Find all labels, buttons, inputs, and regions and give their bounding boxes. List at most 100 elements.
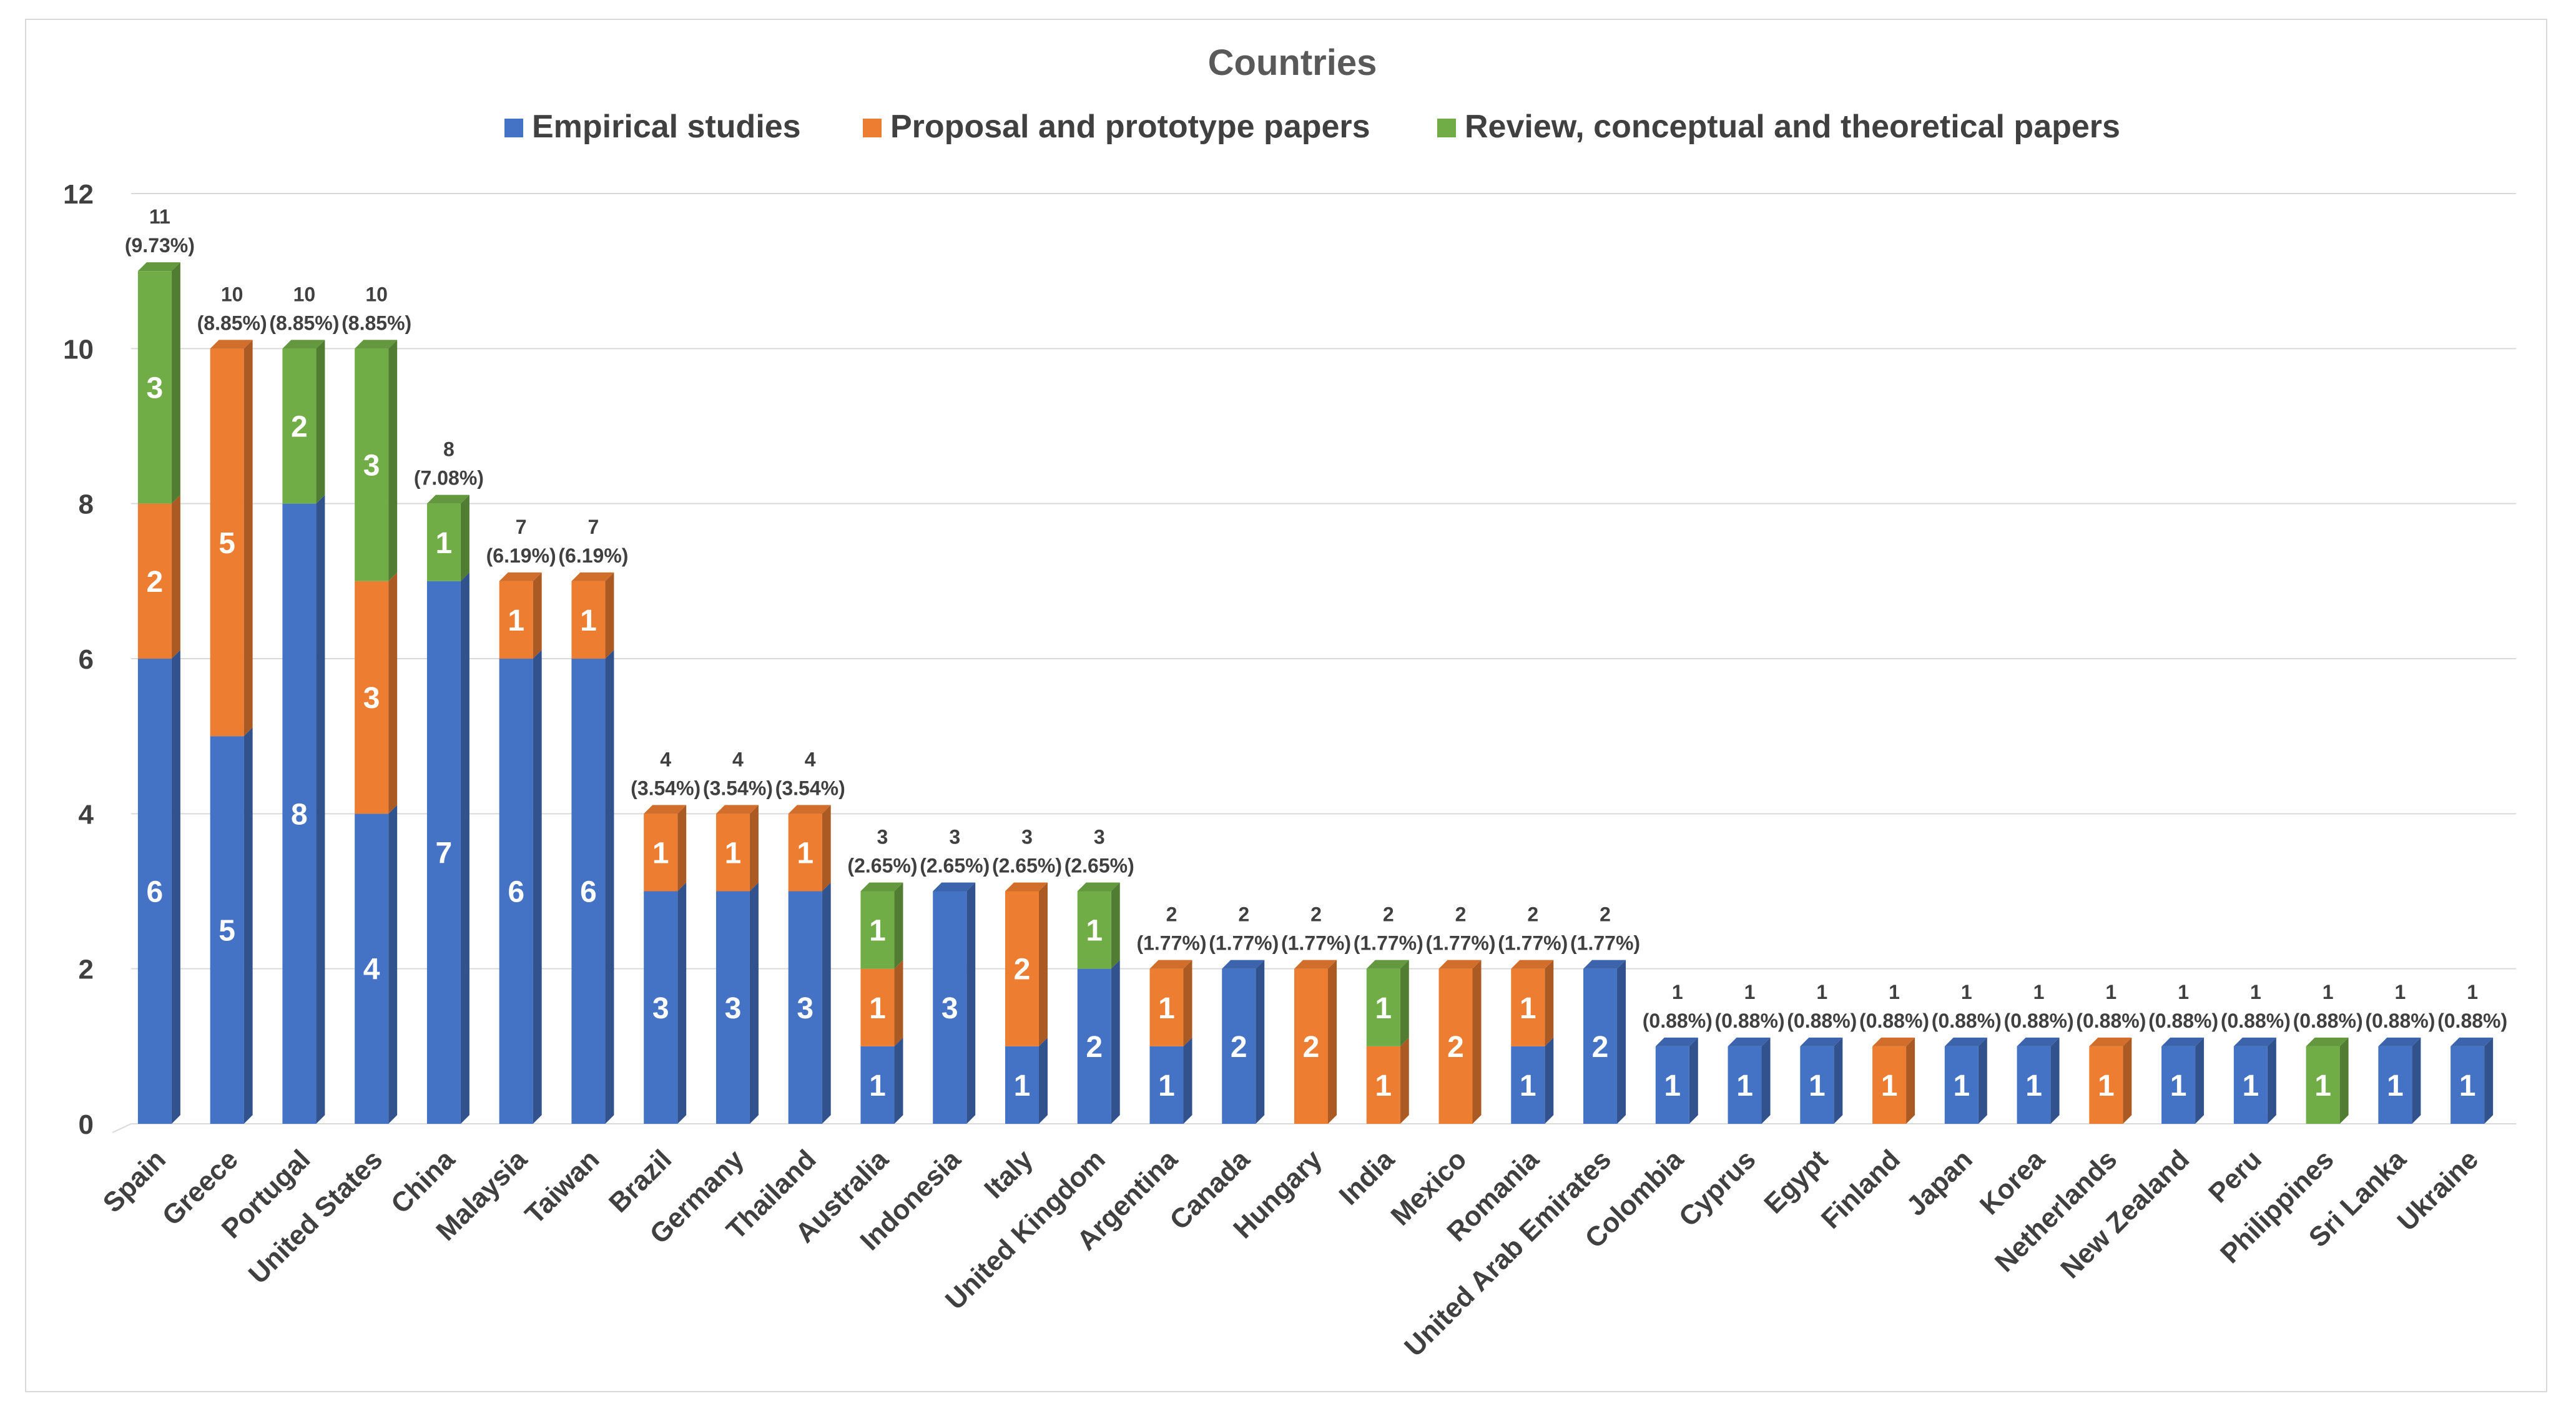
segment-value-label: 1 — [1520, 992, 1536, 1025]
total-percent-label: (2.65%) — [1064, 855, 1134, 877]
x-category-label: Taiwan — [519, 1144, 606, 1230]
total-percent-label: (2.65%) — [920, 855, 990, 877]
bar-group-mexico: 2 2 (1.77%) — [1425, 903, 1496, 1124]
y-tick-label: 2 — [79, 955, 94, 985]
bar-top-empirical — [1583, 960, 1626, 969]
x-category-label: New Zealand — [2055, 1144, 2195, 1284]
bar-group-australia: 1 1 1 3 (2.65%) — [847, 826, 917, 1124]
total-count-label: 11 — [149, 205, 170, 228]
segment-value-label: 3 — [363, 682, 380, 715]
bar-segment-empirical — [1800, 1046, 1834, 1124]
total-count-label: 10 — [365, 283, 388, 305]
segment-value-label: 5 — [219, 915, 235, 948]
bar-side-proposal — [822, 805, 831, 892]
bar-segment-empirical — [2161, 1046, 2196, 1124]
segment-value-label: 1 — [580, 604, 597, 637]
total-count-label: 3 — [949, 826, 960, 848]
segment-value-label: 2 — [1014, 953, 1031, 986]
bar-segment-empirical — [1944, 1046, 1979, 1124]
bar-segment-empirical — [137, 659, 172, 1124]
bar-group-taiwan: 6 1 7 (6.19%) — [558, 516, 628, 1124]
bar-segment-proposal — [1149, 968, 1184, 1046]
bar-segment-empirical — [1077, 968, 1111, 1124]
bar-top-review — [426, 494, 469, 504]
segment-value-label: 3 — [797, 992, 814, 1025]
bar-segment-proposal — [1005, 891, 1039, 1046]
bar-side-empirical — [1689, 1037, 1698, 1124]
bar-segment-empirical — [426, 581, 461, 1124]
bar-segment-empirical — [355, 814, 389, 1124]
bar-side-empirical — [388, 805, 398, 1124]
bar-segment-empirical — [933, 891, 967, 1124]
bar-segment-empirical — [1655, 1046, 1689, 1124]
segment-value-label: 1 — [436, 527, 453, 560]
bar-group-indonesia: 3 3 (2.65%) — [920, 826, 990, 1124]
total-count-label: 3 — [1094, 826, 1105, 848]
total-percent-label: (0.88%) — [1715, 1010, 1785, 1032]
y-tick-label: 8 — [79, 489, 94, 520]
bar-side-proposal — [1183, 960, 1192, 1046]
segment-value-label: 2 — [1303, 1031, 1320, 1064]
segment-value-label: 4 — [363, 953, 380, 986]
bar-top-empirical — [2378, 1037, 2421, 1046]
bar-segment-proposal — [2089, 1046, 2123, 1124]
total-percent-label: (0.88%) — [2148, 1010, 2218, 1032]
bar-side-proposal — [2123, 1037, 2132, 1124]
segment-value-label: 3 — [941, 992, 958, 1025]
bar-group-germany: 3 1 4 (3.54%) — [703, 748, 773, 1124]
bar-segment-proposal — [355, 581, 389, 814]
bar-top-proposal — [644, 805, 687, 814]
y-axis: 0 2 4 6 8 10 12 — [63, 179, 94, 1140]
bar-segment-empirical — [2378, 1046, 2412, 1124]
total-percent-label: (2.65%) — [847, 855, 917, 877]
bar-side-proposal — [1400, 1037, 1409, 1124]
total-percent-label: (0.88%) — [2221, 1010, 2291, 1032]
axis-floor-edge — [112, 1123, 132, 1133]
bar-side-empirical — [1038, 1037, 1048, 1124]
total-percent-label: (0.88%) — [2076, 1010, 2146, 1032]
total-percent-label: (0.88%) — [1787, 1010, 1857, 1032]
bar-segment-empirical — [860, 1046, 895, 1124]
segment-value-label: 1 — [2098, 1069, 2115, 1103]
bar-side-empirical — [1617, 960, 1626, 1124]
bar-side-proposal — [243, 340, 253, 737]
total-count-label: 1 — [1744, 981, 1756, 1003]
bar-side-empirical — [2195, 1037, 2205, 1124]
segment-value-label: 6 — [147, 876, 164, 909]
bar-group-spain: 6 2 3 11 (9.73%) — [125, 205, 195, 1124]
bar-top-review — [355, 340, 398, 349]
segment-value-label: 2 — [1231, 1031, 1247, 1064]
segment-value-label: 1 — [1158, 992, 1175, 1025]
bar-side-empirical — [1978, 1037, 1987, 1124]
bar-side-proposal — [1906, 1037, 1915, 1124]
legend-swatch-empirical — [504, 119, 523, 137]
bar-segment-proposal — [1872, 1046, 1907, 1124]
bar-segment-empirical — [2451, 1046, 2485, 1124]
bar-segment-empirical — [788, 891, 822, 1124]
bar-top-review — [137, 262, 180, 272]
bar-segment-empirical — [1583, 968, 1618, 1124]
bar-group-new-zealand: 1 1 (0.88%) — [2148, 981, 2218, 1124]
total-count-label: 7 — [588, 516, 599, 538]
bar-group-ukraine: 1 1 (0.88%) — [2437, 981, 2507, 1124]
bar-top-proposal — [1005, 882, 1048, 892]
bar-top-proposal — [1438, 960, 1482, 969]
bar-side-proposal — [1328, 960, 1337, 1124]
bar-side-review — [460, 494, 469, 581]
total-percent-label: (2.65%) — [992, 855, 1062, 877]
bar-side-empirical — [171, 650, 180, 1124]
total-percent-label: (0.88%) — [1859, 1010, 1929, 1032]
segment-value-label: 2 — [291, 411, 308, 444]
bar-group-sri-lanka: 1 1 (0.88%) — [2365, 981, 2435, 1124]
segment-value-label: 5 — [219, 527, 235, 560]
segment-value-label: 1 — [2170, 1069, 2187, 1103]
y-tick-label: 10 — [63, 334, 94, 365]
bar-top-empirical — [1728, 1037, 1771, 1046]
total-count-label: 1 — [1816, 981, 1827, 1003]
bar-segment-review — [1077, 891, 1111, 969]
bar-top-empirical — [1655, 1037, 1698, 1046]
bar-side-review — [388, 340, 398, 581]
total-count-label: 2 — [1527, 903, 1538, 926]
bar-side-proposal — [677, 805, 687, 892]
bar-side-empirical — [749, 882, 759, 1124]
